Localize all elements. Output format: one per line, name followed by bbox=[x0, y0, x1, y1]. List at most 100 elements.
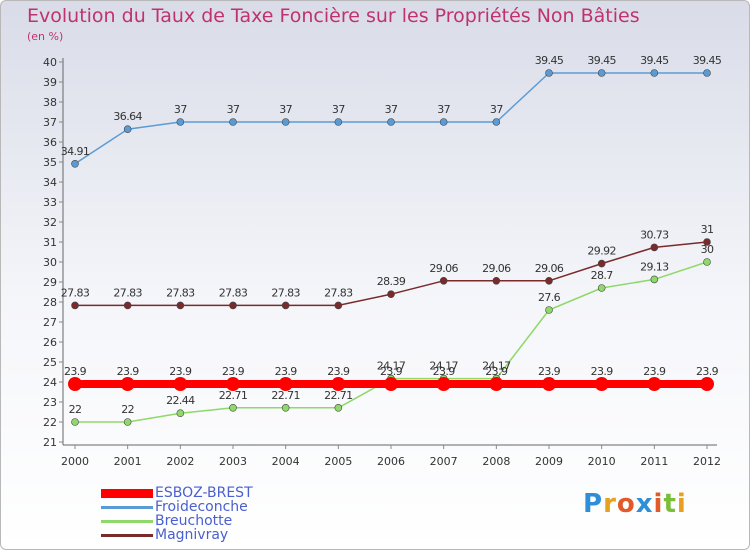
y-tick-label: 26 bbox=[43, 336, 57, 349]
legend-swatch-magnivray bbox=[101, 534, 153, 537]
data-label-esboz-brest: 23.9 bbox=[696, 365, 719, 378]
data-label-magnivray: 27.83 bbox=[113, 286, 142, 299]
x-tick-label: 2009 bbox=[535, 455, 563, 468]
data-label-breuchotte: 22.71 bbox=[324, 389, 353, 402]
data-label-esboz-brest: 23.9 bbox=[433, 365, 456, 378]
data-point-froideconche bbox=[703, 69, 711, 77]
data-label-froideconche: 39.45 bbox=[535, 54, 564, 67]
data-label-magnivray: 27.83 bbox=[324, 286, 353, 299]
legend-label-breuchotte: Breuchotte bbox=[155, 513, 233, 529]
y-tick-label: 35 bbox=[43, 156, 57, 169]
data-label-froideconche: 37 bbox=[174, 103, 187, 116]
x-tick-label: 2012 bbox=[693, 455, 721, 468]
data-point-froideconche bbox=[597, 69, 606, 77]
data-label-esboz-brest: 23.9 bbox=[485, 365, 508, 378]
y-tick-label: 24 bbox=[43, 376, 57, 389]
data-label-magnivray: 29.06 bbox=[429, 262, 458, 275]
data-point-froideconche bbox=[71, 160, 79, 168]
x-tick-label: 2004 bbox=[272, 455, 300, 468]
y-axis-unit-label: (en %) bbox=[27, 30, 64, 43]
data-label-froideconche: 34.91 bbox=[61, 145, 90, 158]
legend-label-froideconche: Froideconche bbox=[155, 499, 248, 515]
data-point-magnivray bbox=[492, 276, 501, 285]
data-label-magnivray: 27.83 bbox=[166, 286, 195, 299]
data-point-esboz-brest bbox=[542, 377, 556, 391]
data-point-breuchotte bbox=[703, 258, 711, 266]
data-label-froideconche: 39.45 bbox=[693, 54, 722, 67]
data-point-esboz-brest bbox=[489, 377, 504, 391]
data-point-froideconche bbox=[650, 69, 659, 77]
data-label-magnivray: 27.83 bbox=[61, 286, 90, 299]
legend-swatch-breuchotte bbox=[101, 520, 153, 523]
logo-letter: i bbox=[676, 489, 687, 519]
logo-letter: t bbox=[663, 489, 677, 519]
data-label-breuchotte: 30 bbox=[701, 243, 714, 256]
logo-letter: P bbox=[583, 489, 604, 519]
data-label-froideconche: 37 bbox=[490, 103, 503, 116]
y-tick-label: 36 bbox=[43, 136, 57, 149]
data-label-esboz-brest: 23.9 bbox=[643, 365, 666, 378]
data-point-breuchotte bbox=[281, 403, 290, 412]
y-tick-label: 23 bbox=[43, 396, 57, 409]
y-tick-label: 37 bbox=[43, 116, 57, 129]
data-point-magnivray bbox=[387, 290, 395, 299]
data-label-esboz-brest: 23.9 bbox=[64, 365, 87, 378]
x-tick-label: 2008 bbox=[482, 455, 510, 468]
data-label-breuchotte: 24.17 bbox=[482, 360, 511, 373]
data-point-esboz-brest bbox=[278, 377, 293, 391]
data-label-magnivray: 31 bbox=[701, 223, 714, 236]
data-label-froideconche: 37 bbox=[385, 103, 398, 116]
data-point-esboz-brest bbox=[173, 377, 188, 391]
legend-label-magnivray: Magnivray bbox=[155, 527, 229, 543]
data-point-froideconche bbox=[334, 118, 343, 126]
data-label-magnivray: 30.73 bbox=[640, 228, 669, 241]
y-tick-label: 39 bbox=[43, 76, 57, 89]
data-label-froideconche: 37 bbox=[279, 103, 292, 116]
data-label-magnivray: 27.83 bbox=[271, 286, 300, 299]
data-label-breuchotte: 22.71 bbox=[219, 389, 248, 402]
data-point-magnivray bbox=[545, 276, 553, 285]
data-label-esboz-brest: 23.9 bbox=[591, 365, 614, 378]
data-label-breuchotte: 28.7 bbox=[591, 269, 614, 282]
data-point-froideconche bbox=[545, 69, 553, 77]
y-tick-label: 25 bbox=[43, 356, 57, 369]
data-point-magnivray bbox=[597, 259, 606, 268]
data-label-magnivray: 29.06 bbox=[535, 262, 564, 275]
data-label-esboz-brest: 23.9 bbox=[169, 365, 192, 378]
data-point-breuchotte bbox=[123, 418, 132, 426]
x-tick-label: 2003 bbox=[219, 455, 247, 468]
data-point-magnivray bbox=[650, 243, 659, 252]
x-tick-label: 2000 bbox=[61, 455, 89, 468]
data-point-esboz-brest bbox=[594, 377, 609, 391]
data-point-breuchotte bbox=[597, 284, 606, 292]
data-label-esboz-brest: 23.9 bbox=[538, 365, 561, 378]
chart-title: Evolution du Taux de Taxe Foncière sur l… bbox=[27, 5, 640, 27]
data-point-esboz-brest bbox=[120, 377, 135, 391]
data-point-magnivray bbox=[229, 301, 237, 310]
data-point-esboz-brest bbox=[647, 377, 662, 391]
data-label-breuchotte: 22.71 bbox=[271, 389, 300, 402]
data-label-froideconche: 39.45 bbox=[640, 54, 669, 67]
legend-swatch-esboz-brest bbox=[101, 489, 153, 498]
data-label-breuchotte: 22 bbox=[69, 403, 82, 416]
data-point-froideconche bbox=[123, 125, 132, 133]
data-point-esboz-brest bbox=[436, 377, 451, 391]
y-tick-label: 31 bbox=[43, 236, 57, 249]
x-tick-label: 2007 bbox=[430, 455, 458, 468]
data-point-breuchotte bbox=[650, 275, 659, 284]
data-label-breuchotte: 29.13 bbox=[640, 260, 669, 273]
data-label-breuchotte: 27.6 bbox=[538, 291, 561, 304]
data-point-magnivray bbox=[123, 301, 132, 310]
data-point-magnivray bbox=[703, 238, 711, 246]
data-label-magnivray: 29.06 bbox=[482, 262, 511, 275]
data-label-froideconche: 39.45 bbox=[587, 54, 616, 67]
data-point-breuchotte bbox=[229, 403, 237, 412]
data-label-breuchotte: 24.17 bbox=[377, 360, 406, 373]
y-tick-label: 27 bbox=[43, 316, 57, 329]
y-tick-label: 38 bbox=[43, 96, 57, 109]
data-point-froideconche bbox=[281, 118, 290, 126]
data-label-esboz-brest: 23.9 bbox=[117, 365, 140, 378]
logo-letter: i bbox=[653, 489, 664, 519]
data-label-froideconche: 37 bbox=[227, 103, 240, 116]
